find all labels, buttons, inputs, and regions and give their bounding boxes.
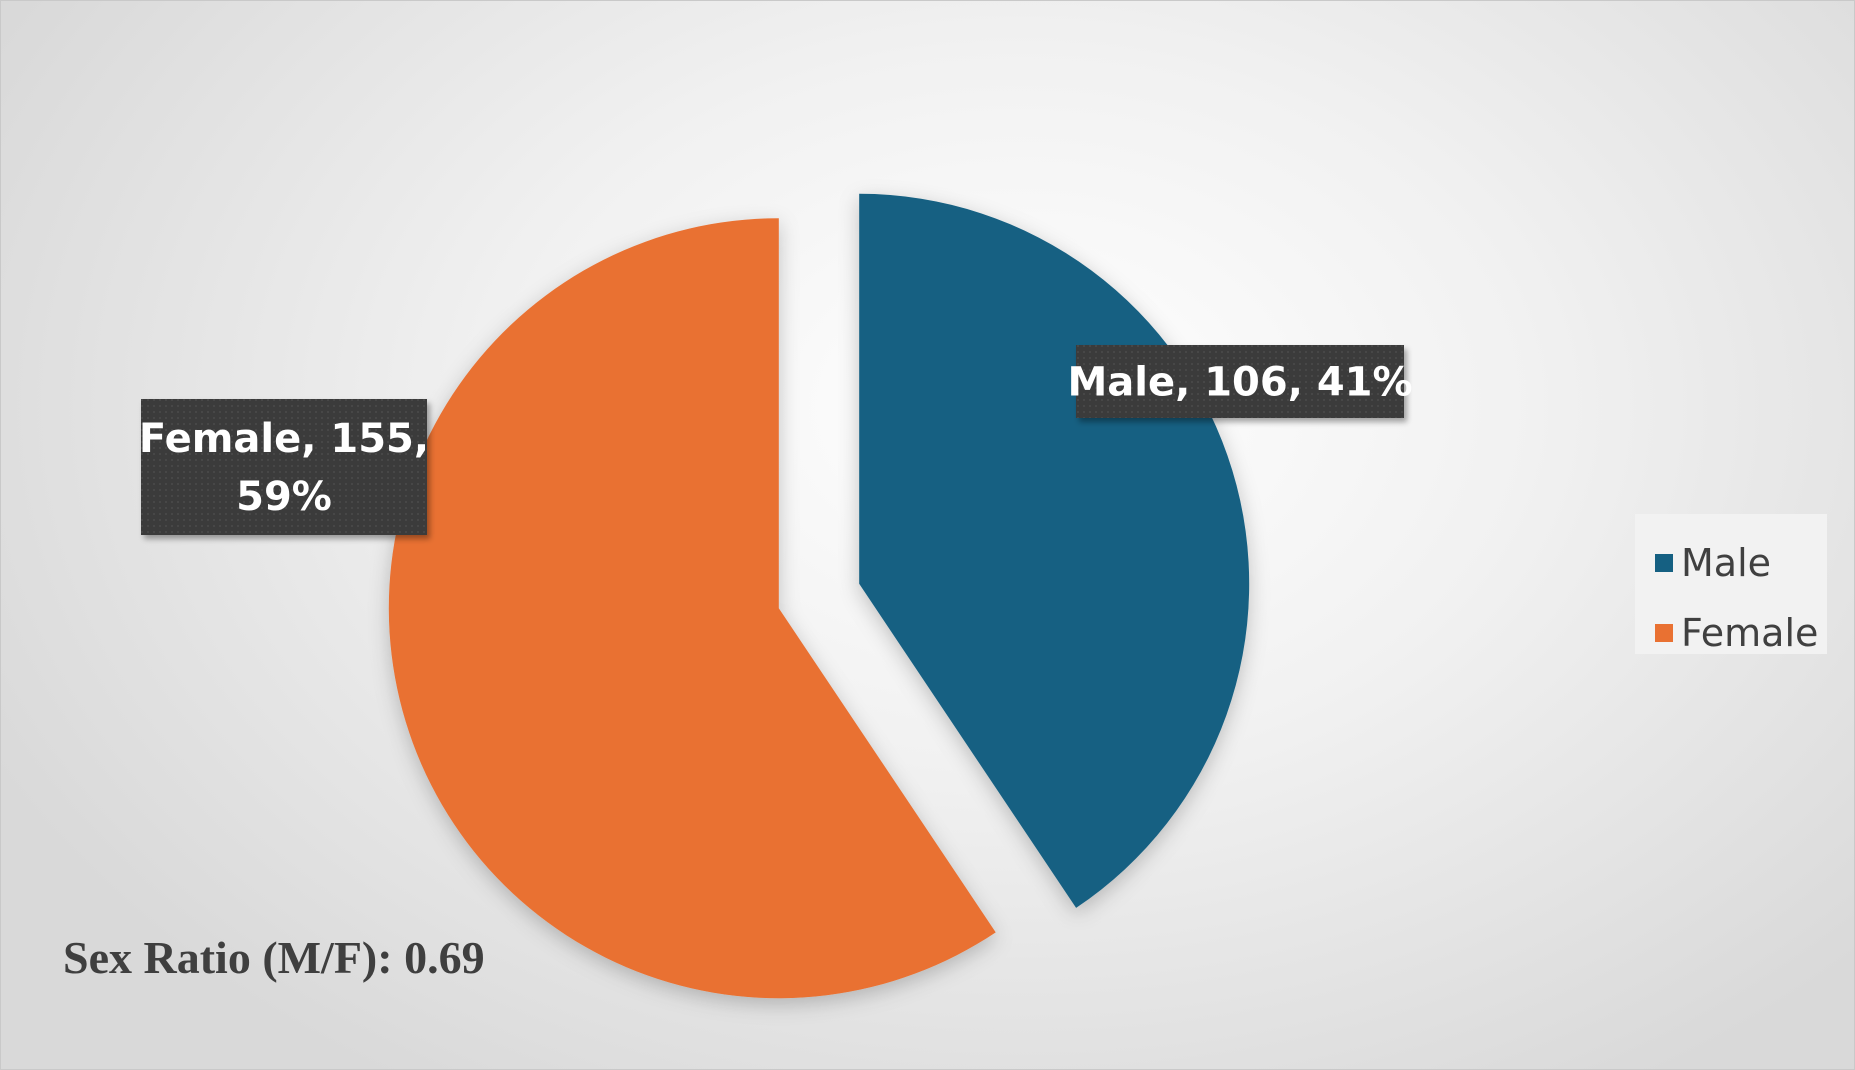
legend: Male Female: [1635, 514, 1827, 655]
legend-swatch-male: [1655, 554, 1673, 572]
data-label-text-female-0: Female, 155,: [139, 416, 429, 462]
data-label-box-female: [141, 399, 427, 535]
pie-slice-female: [388, 218, 996, 999]
data-label-box-male: [1076, 345, 1404, 418]
data-label-male: Male, 106, 41%: [1067, 345, 1413, 418]
legend-label-female: Female: [1681, 611, 1819, 655]
pie-slice-male: [859, 193, 1250, 908]
data-label-text-male-0: Male, 106, 41%: [1067, 360, 1412, 406]
legend-item-female: Female: [1655, 598, 1827, 668]
data-label-female: Female, 155, 59%: [139, 399, 429, 535]
legend-label-male: Male: [1681, 541, 1772, 585]
legend-swatch-female: [1655, 624, 1673, 642]
data-label-text-female-1: 59%: [236, 474, 332, 520]
legend-item-male: Male: [1655, 528, 1827, 598]
sex-ratio-annotation: Sex Ratio (M/F): 0.69: [63, 932, 485, 983]
